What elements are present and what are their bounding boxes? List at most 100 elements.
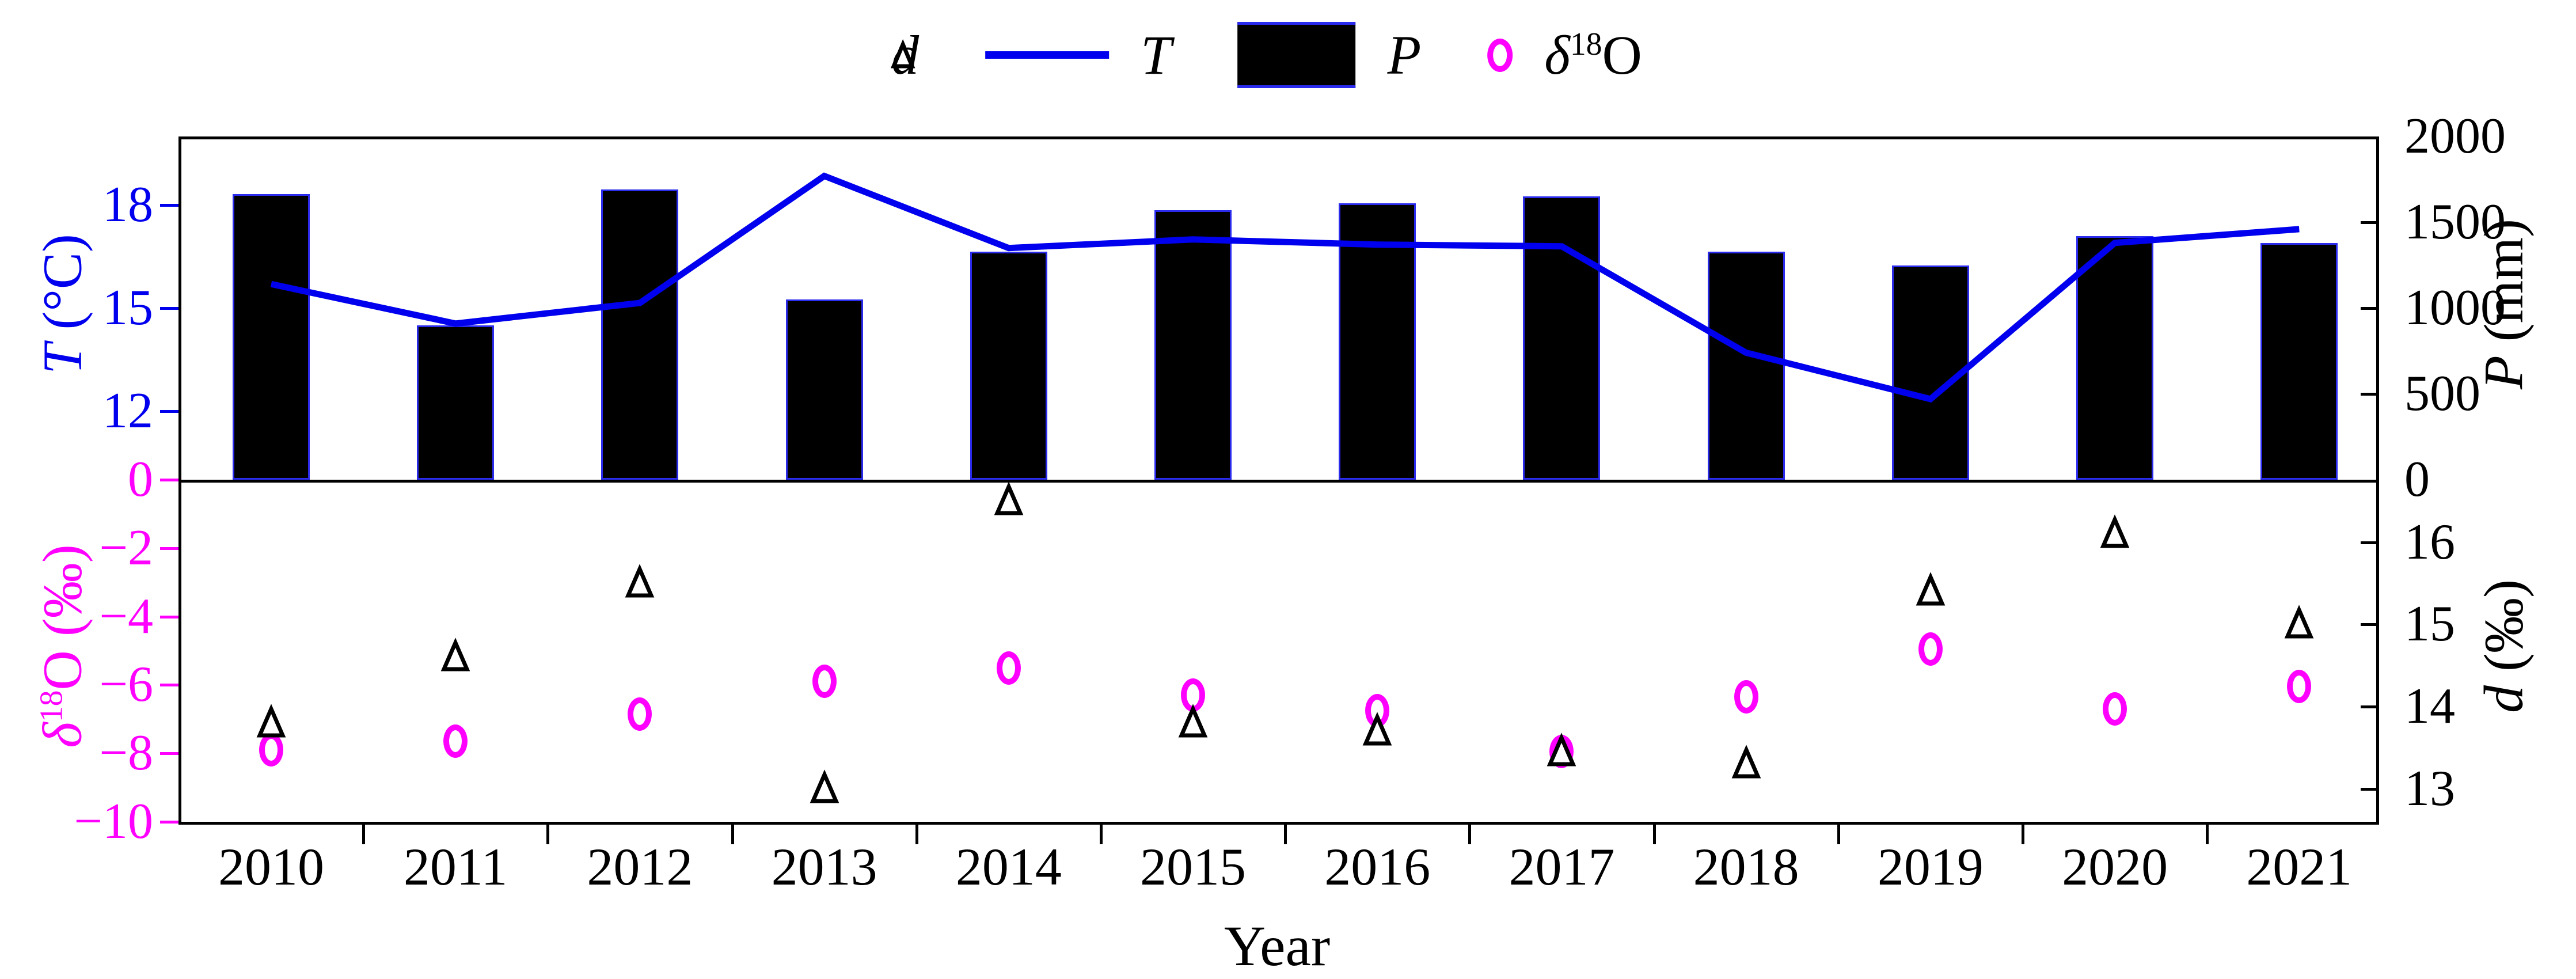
dexcess-tick-label-14: 14 [2404, 678, 2455, 735]
line-swatch [985, 51, 1110, 59]
d18o-tick-label-0: 0 [128, 451, 153, 507]
dexcess-axis-title: d (‰) [2472, 579, 2535, 713]
temp-tick-12 [160, 409, 178, 413]
legend-item-T: T [985, 24, 1172, 86]
dexcess-point-2012 [625, 564, 655, 598]
d18o-tick--6 [160, 684, 178, 687]
dexcess-point-2021 [2284, 605, 2314, 639]
dexcess-tick-label-13: 13 [2404, 760, 2455, 817]
bottom-frame-line [178, 822, 2379, 825]
dexcess-tick-15 [2361, 623, 2379, 627]
d18o-tick-0 [160, 479, 178, 481]
top-panel [178, 136, 2376, 480]
dexcess-point-2015 [1178, 703, 1208, 738]
dexcess-point-2010 [256, 703, 286, 738]
precip-tick-label-2000: 2000 [2404, 108, 2506, 164]
x-axis-title: Year [1224, 914, 1331, 978]
d18o-point-2010 [259, 733, 283, 767]
year-label-2017: 2017 [1509, 837, 1615, 896]
precip-bar-2010 [233, 193, 310, 480]
precip-bar-2019 [1891, 265, 1969, 480]
panel-divider-line [178, 480, 2379, 483]
x-tick-10 [2206, 825, 2209, 844]
precip-bar-2015 [1154, 210, 1232, 480]
year-label-2013: 2013 [771, 837, 877, 896]
dexcess-point-2016 [1362, 712, 1392, 746]
d18o-point-2012 [628, 697, 652, 731]
d18o-tick-label--2: −2 [99, 519, 153, 576]
year-label-2015: 2015 [1140, 837, 1247, 896]
right-frame-line [2376, 136, 2379, 825]
legend-item-P: P [1237, 22, 1422, 88]
temperature-line [270, 172, 2300, 403]
dexcess-point-2013 [810, 769, 839, 803]
d18o-axis-title: δ18O (‰) [31, 544, 93, 748]
d18o-point-2014 [996, 651, 1021, 685]
precip-bar-2020 [2076, 236, 2154, 480]
dexcess-tick-13 [2361, 787, 2379, 791]
dexcess-tick-14 [2361, 705, 2379, 709]
d18o-point-2013 [812, 665, 837, 699]
d18o-tick-label--8: −8 [99, 725, 153, 781]
year-label-2012: 2012 [587, 837, 693, 896]
d18o-tick-label--4: −4 [99, 588, 153, 644]
d18o-tick--2 [160, 547, 178, 550]
temp-tick-label-15: 15 [102, 280, 153, 336]
dexcess-tick-label-15: 15 [2404, 596, 2455, 652]
dexcess-point-2017 [1547, 732, 1576, 766]
year-label-2014: 2014 [955, 837, 1062, 896]
year-label-2016: 2016 [1324, 837, 1431, 896]
year-label-2019: 2019 [1877, 837, 1984, 896]
bar-swatch [1237, 22, 1356, 88]
temp-tick-label-12: 12 [102, 382, 153, 439]
precip-tick-1500 [2361, 221, 2379, 224]
d18o-point-2021 [2287, 670, 2312, 704]
dexcess-point-2020 [2100, 514, 2130, 548]
dexcess-point-2018 [1731, 745, 1761, 779]
dexcess-tick-16 [2361, 541, 2379, 544]
dexcess-point-2014 [994, 481, 1024, 515]
year-label-2021: 2021 [2246, 837, 2353, 896]
year-label-2018: 2018 [1693, 837, 1799, 896]
precip-tick-500 [2361, 393, 2379, 396]
year-label-2011: 2011 [403, 837, 508, 896]
d18o-point-2018 [1734, 680, 1758, 714]
dexcess-point-2019 [1916, 572, 1946, 606]
precip-bar-2021 [2260, 242, 2338, 480]
bottom-panel [178, 480, 2376, 822]
x-tick-4 [1099, 825, 1103, 844]
circle-marker-icon [1487, 38, 1513, 72]
precip-bar-2018 [1707, 251, 1785, 480]
precip-bar-2016 [1339, 203, 1416, 480]
legend-label-P: P [1387, 24, 1422, 86]
x-tick-3 [915, 825, 918, 844]
d18o-point-2011 [443, 724, 468, 758]
precip-bar-2014 [970, 251, 1047, 480]
legend-label-d18O: δ18O [1544, 24, 1642, 86]
top-frame-line [178, 136, 2379, 139]
x-tick-6 [1468, 825, 1472, 844]
x-tick-9 [2021, 825, 2024, 844]
year-label-2020: 2020 [2062, 837, 2168, 896]
precip-bar-2011 [417, 325, 495, 480]
d18o-tick--10 [160, 821, 178, 824]
d18o-tick--8 [160, 752, 178, 756]
x-tick-0 [362, 825, 366, 844]
x-tick-1 [546, 825, 550, 844]
d18o-point-2019 [1918, 632, 1943, 666]
x-tick-5 [1284, 825, 1287, 844]
legend-label-T: T [1141, 24, 1172, 86]
legend-item-d18O: δ18O [1487, 24, 1642, 86]
temp-tick-15 [160, 307, 178, 310]
precip-tick-label-1000: 1000 [2404, 280, 2506, 336]
d18o-tick--4 [160, 615, 178, 618]
d18o-tick-label--6: −6 [99, 657, 153, 713]
precip-bar-2012 [601, 189, 679, 480]
precip-tick-label-500: 500 [2404, 366, 2480, 422]
legend: d T P δ18O [890, 22, 1642, 88]
precip-tick-1000 [2361, 307, 2379, 310]
temp-tick-18 [160, 204, 178, 207]
precip-tick-label-0: 0 [2404, 451, 2430, 507]
dexcess-tick-label-16: 16 [2404, 514, 2455, 570]
